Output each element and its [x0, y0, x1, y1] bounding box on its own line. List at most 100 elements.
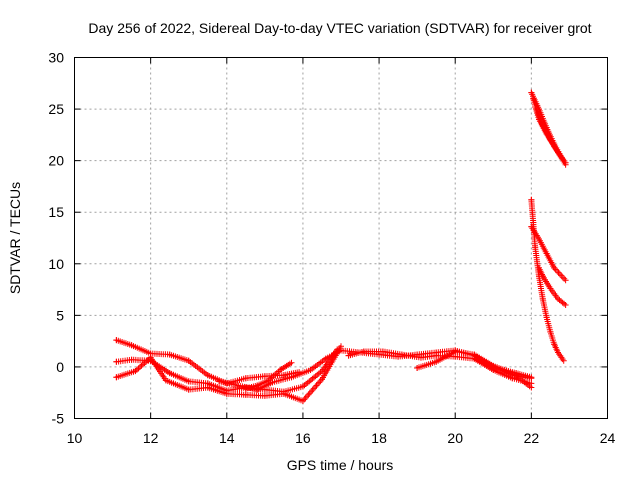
- data-point: [299, 383, 306, 390]
- data-point: [185, 386, 192, 393]
- x-tick-label: 16: [295, 430, 311, 446]
- data-point: [562, 159, 569, 166]
- data-point: [242, 391, 249, 398]
- data-point: [338, 347, 344, 354]
- y-tick-label: -5: [52, 411, 65, 427]
- data-point: [547, 328, 554, 335]
- data-point: [345, 352, 352, 359]
- data-point: [280, 390, 287, 397]
- data-point: [166, 351, 173, 358]
- data-point: [528, 196, 535, 203]
- data-point: [307, 367, 314, 374]
- data-point: [322, 355, 329, 362]
- data-point: [269, 379, 276, 386]
- data-point: [433, 352, 440, 359]
- data-point: [288, 359, 295, 366]
- grid-lines: [74, 57, 608, 419]
- data-point: [147, 354, 154, 361]
- x-tick-label: 24: [600, 430, 616, 446]
- y-tick-label: 5: [56, 307, 64, 323]
- y-tick-label: 10: [48, 256, 64, 272]
- series-track-o: [528, 196, 567, 364]
- x-axis-label: GPS time / hours: [287, 457, 394, 473]
- y-tick-label: 0: [56, 359, 64, 375]
- data-point: [417, 354, 424, 361]
- data-point: [562, 277, 569, 284]
- data-point: [562, 302, 569, 309]
- data-point: [497, 365, 504, 372]
- y-tick-labels: -5 0 5 10 15 20 25 30: [48, 50, 64, 427]
- data-point: [414, 364, 421, 371]
- data-point: [379, 348, 386, 355]
- data-point: [452, 348, 459, 355]
- data-point: [185, 357, 192, 364]
- data-point: [254, 382, 261, 389]
- y-tick-label: 30: [48, 50, 64, 66]
- data-point: [223, 390, 230, 397]
- data-point: [318, 368, 325, 375]
- data-point: [535, 273, 542, 280]
- series-track-g: [345, 348, 535, 387]
- data-point: [265, 377, 272, 384]
- data-point: [113, 337, 120, 344]
- y-axis-label: SDTVAR / TECUs: [7, 182, 23, 294]
- data-point: [162, 377, 169, 384]
- data-point: [452, 353, 459, 360]
- y-tick-label: 20: [48, 153, 64, 169]
- data-points: [113, 89, 569, 404]
- data-point: [299, 397, 306, 404]
- x-tick-labels: 10 12 14 16 18 20 22 24: [67, 430, 616, 446]
- data-point: [547, 137, 554, 144]
- data-point: [539, 122, 546, 129]
- data-point: [242, 385, 249, 392]
- data-point: [482, 360, 489, 367]
- axis-ticks: [74, 57, 608, 419]
- data-point: [235, 382, 242, 389]
- data-point: [204, 372, 211, 379]
- x-tick-label: 20: [447, 430, 463, 446]
- series-track-n: [535, 264, 569, 309]
- x-tick-label: 18: [371, 430, 387, 446]
- data-point: [555, 349, 562, 356]
- x-tick-label: 12: [143, 430, 159, 446]
- data-point: [528, 89, 535, 96]
- data-point: [543, 314, 550, 321]
- series-track-e: [242, 359, 295, 392]
- data-point: [280, 372, 287, 379]
- y-tick-label: 25: [48, 101, 64, 117]
- data-point: [528, 374, 535, 381]
- data-point: [288, 374, 295, 381]
- data-point: [530, 95, 537, 102]
- data-point: [128, 356, 135, 363]
- data-point: [113, 358, 120, 365]
- data-point: [185, 378, 192, 385]
- data-point: [261, 373, 268, 380]
- data-point: [128, 342, 135, 349]
- data-point: [513, 370, 520, 377]
- data-point: [132, 368, 139, 375]
- data-point: [532, 104, 539, 111]
- data-point: [551, 341, 558, 348]
- data-point: [530, 219, 537, 226]
- series-track-i: [482, 360, 535, 381]
- x-tick-label: 22: [524, 430, 540, 446]
- data-point: [277, 367, 284, 374]
- series-track-c: [113, 343, 344, 404]
- data-point: [528, 384, 535, 391]
- data-point: [216, 378, 223, 385]
- x-tick-label: 10: [67, 430, 83, 446]
- data-point: [318, 376, 325, 383]
- data-point: [242, 375, 249, 382]
- data-point: [166, 370, 173, 377]
- data-point: [360, 348, 367, 355]
- data-point: [560, 357, 567, 364]
- data-point: [471, 351, 478, 358]
- x-tick-label: 14: [219, 430, 235, 446]
- data-point: [543, 250, 550, 257]
- data-point: [555, 295, 562, 302]
- data-point: [113, 374, 120, 381]
- data-point: [398, 351, 405, 358]
- series-track-l: [532, 104, 569, 166]
